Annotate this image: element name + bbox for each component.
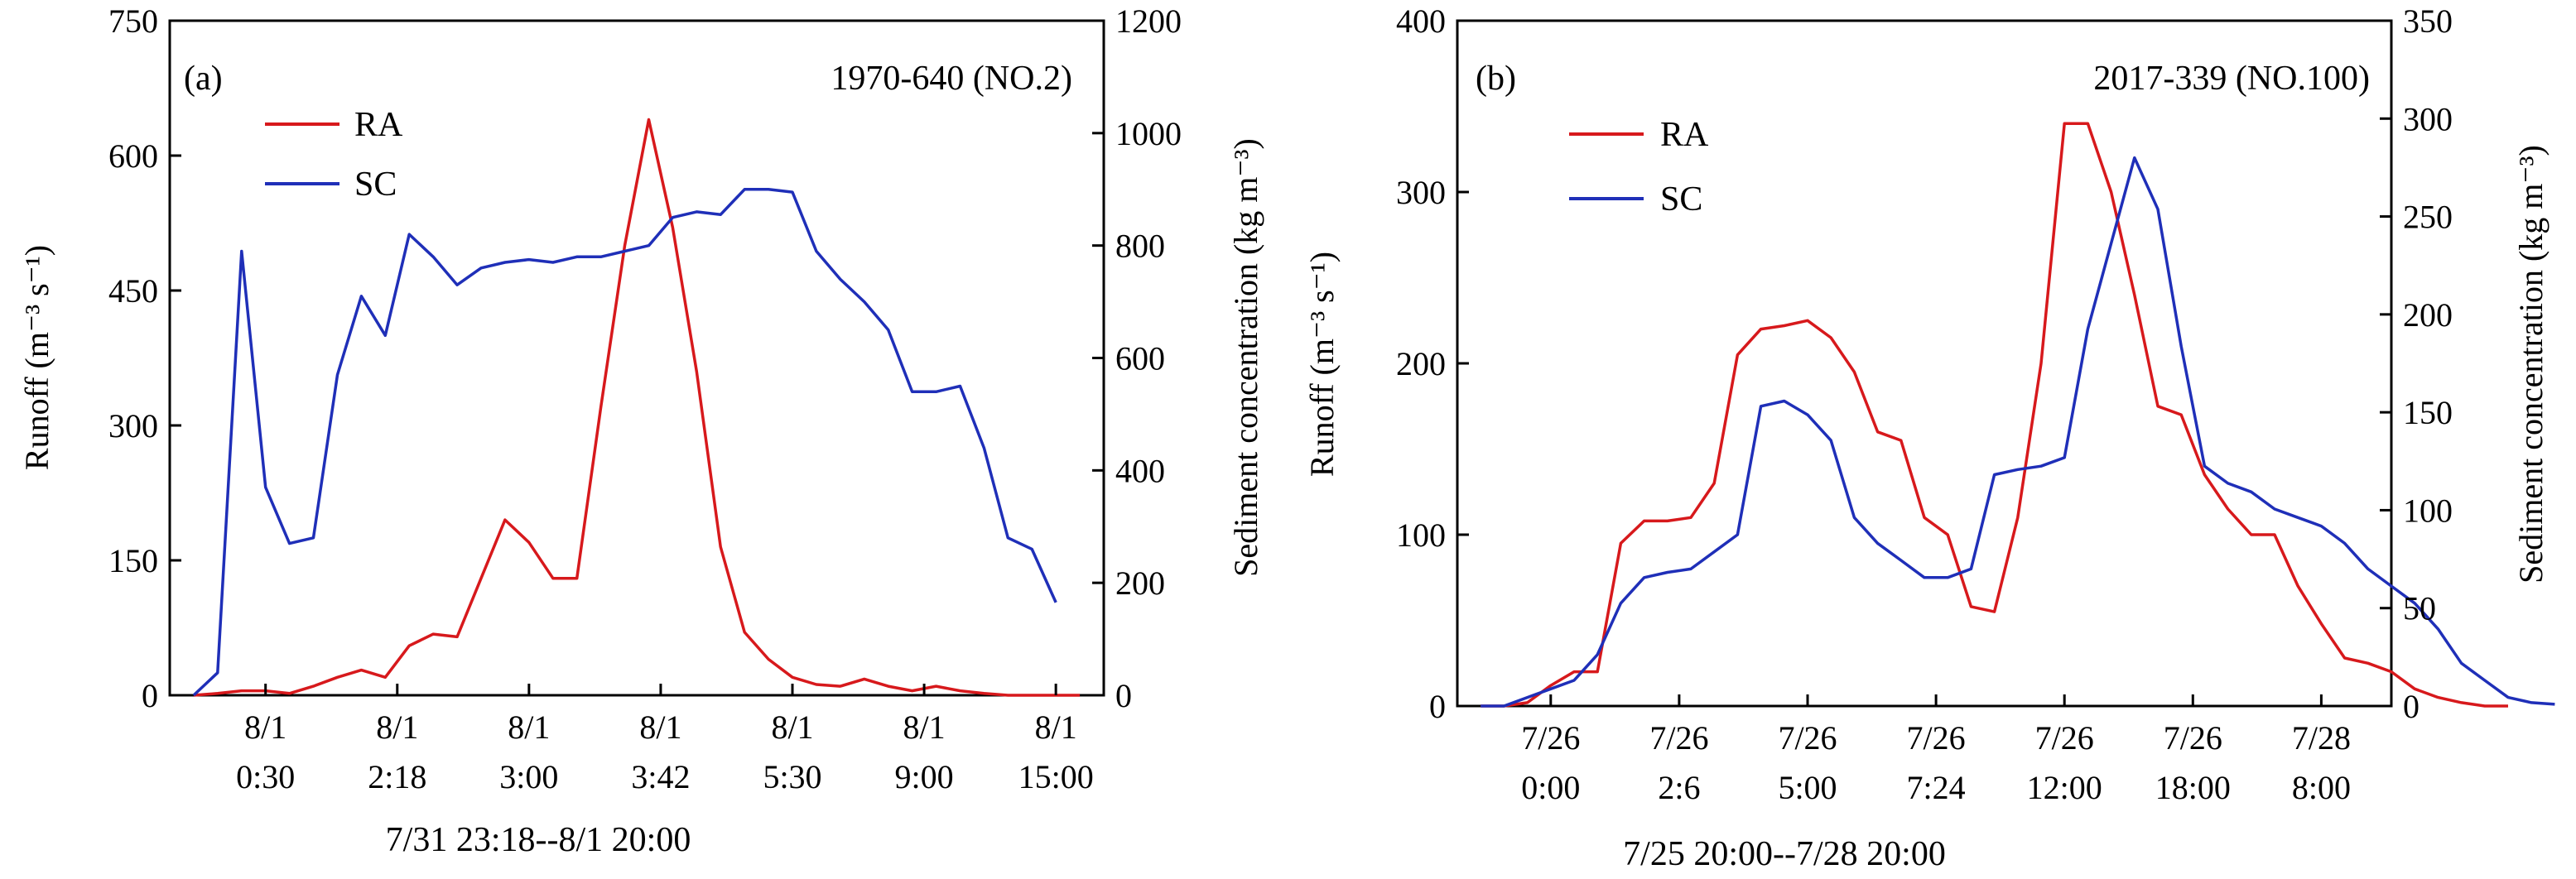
- left-tick-label: 150: [108, 542, 158, 579]
- left-tick-label: 0: [142, 677, 158, 714]
- right-tick-label: 0: [1115, 677, 1132, 714]
- right-tick-label: 50: [2403, 590, 2436, 627]
- x-tick-label-time: 2:18: [368, 758, 426, 795]
- panel-b-x-axis-title: 7/25 20:00--7/28 20:00: [1623, 835, 1946, 873]
- panel-b-event-label: 2017-339 (NO.100): [2093, 60, 2370, 98]
- x-tick-label-time: 3:42: [631, 758, 690, 795]
- panel-b-label: (b): [1476, 60, 1516, 98]
- x-tick-label-time: 0:30: [236, 758, 295, 795]
- right-tick-label: 200: [2403, 296, 2453, 334]
- left-tick-label: 0: [1429, 688, 1446, 725]
- left-tick-label: 750: [108, 2, 158, 40]
- right-tick-label: 200: [1115, 564, 1165, 602]
- panel-b-marks: [1481, 122, 2555, 708]
- right-tick-label: 0: [2403, 688, 2420, 725]
- legend-ra-label: RA: [1660, 116, 1709, 154]
- x-tick-label-date: 7/26: [1778, 719, 1837, 757]
- series-ra-line: [193, 118, 1081, 697]
- x-tick-label-time: 7:24: [1907, 769, 1966, 806]
- legend-sc-label: SC: [1660, 180, 1702, 219]
- x-tick-label-date: 7/26: [1649, 719, 1708, 757]
- panel-a-left-ticks: 0 150 300 450 600 750: [108, 2, 181, 714]
- x-tick-label-date: 7/26: [2035, 719, 2094, 757]
- x-tick-label-time: 2:6: [1658, 769, 1700, 806]
- right-tick-label: 350: [2403, 2, 2453, 40]
- right-tick-label: 1000: [1115, 115, 1182, 152]
- x-tick-label-date: 7/26: [1907, 719, 1966, 757]
- legend-sc-label: SC: [354, 166, 397, 204]
- panel-b-legend: RA SC: [1569, 116, 1709, 219]
- panel-a: 0 150 300 450 600 750 0 200 400 600 800 1000 1200 8…: [18, 2, 1264, 859]
- series-sc-line: [1481, 156, 2555, 708]
- x-tick-label-time: 15:00: [1018, 758, 1094, 795]
- right-tick-label: 150: [2403, 394, 2453, 431]
- right-tick-label: 800: [1115, 228, 1165, 265]
- panel-a-frame: [168, 19, 1105, 697]
- right-tick-label: 250: [2403, 199, 2453, 236]
- left-tick-label: 600: [108, 137, 158, 175]
- panel-a-label: (a): [184, 60, 223, 98]
- left-tick-label: 300: [108, 407, 158, 444]
- x-tick-label-date: 8/1: [244, 708, 286, 746]
- series-ra-line: [1481, 122, 2508, 708]
- right-tick-label: 300: [2403, 100, 2453, 137]
- legend-ra-label: RA: [354, 106, 403, 144]
- right-tick-label: 600: [1115, 340, 1165, 377]
- x-tick-label-time: 12:00: [2027, 769, 2102, 806]
- x-tick-label-date: 8/1: [771, 708, 813, 746]
- panel-a-legend: RA SC: [265, 106, 403, 204]
- x-tick-label-time: 18:00: [2155, 769, 2231, 806]
- right-tick-label: 1200: [1115, 2, 1182, 40]
- panel-a-right-axis-title: Sediment concentration (kg m⁻³): [1227, 138, 1264, 577]
- x-tick-label-time: 8:00: [2292, 769, 2351, 806]
- panel-b-left-axis-title: Runoff (m⁻³ s⁻¹): [1303, 252, 1341, 477]
- left-tick-label: 450: [108, 272, 158, 310]
- x-tick-label-time: 9:00: [895, 758, 954, 795]
- x-tick-label-time: 3:00: [499, 758, 558, 795]
- panel-b: 0 100 200 300 400 0 50 100 150 200 250 300 350 7/26…: [1303, 2, 2555, 873]
- left-tick-label: 300: [1396, 174, 1446, 211]
- x-tick-label-date: 8/1: [639, 708, 681, 746]
- left-tick-label: 200: [1396, 345, 1446, 382]
- panel-a-event-label: 1970-640 (NO.2): [831, 60, 1072, 98]
- right-tick-label: 400: [1115, 452, 1165, 489]
- x-tick-label-date: 8/1: [376, 708, 418, 746]
- panel-a-x-axis-title: 7/31 23:18--8/1 20:00: [386, 821, 691, 859]
- x-tick-label-time: 0:00: [1521, 769, 1580, 806]
- x-tick-label-date: 7/26: [1521, 719, 1580, 757]
- panel-a-left-axis-title: Runoff (m⁻³ s⁻¹): [18, 245, 55, 470]
- x-tick-label-time: 5:30: [763, 758, 821, 795]
- right-tick-label: 100: [2403, 492, 2453, 529]
- panel-b-right-axis-title: Sediment concentration (kg m⁻³): [2512, 145, 2550, 584]
- panel-b-right-ticks: 0 50 100 150 200 250 300 350: [2380, 2, 2453, 725]
- x-tick-label-time: 5:00: [1778, 769, 1837, 806]
- panel-a-x-ticks: 8/1 0:30 8/1 2:18 8/1 3:00 8/1 3:42 8/1 5:30 8/1 9:…: [236, 684, 1094, 795]
- series-sc-line: [192, 188, 1057, 697]
- left-tick-label: 400: [1396, 2, 1446, 40]
- panel-b-frame: [1456, 19, 2393, 708]
- x-tick-label-date: 8/1: [1035, 708, 1077, 746]
- panel-b-left-ticks: 0 100 200 300 400: [1396, 2, 1469, 725]
- panel-b-x-ticks: 7/26 0:00 7/26 2:6 7/26 5:00 7/26 7:24 7/26 12:00…: [1521, 694, 2351, 806]
- panel-a-marks: [192, 118, 1081, 697]
- panel-a-right-ticks: 0 200 400 600 800 1000 1200: [1092, 2, 1182, 714]
- x-tick-label-date: 8/1: [903, 708, 946, 746]
- x-tick-label-date: 7/28: [2292, 719, 2351, 757]
- left-tick-label: 100: [1396, 516, 1446, 554]
- x-tick-label-date: 7/26: [2164, 719, 2222, 757]
- x-tick-label-date: 8/1: [508, 708, 550, 746]
